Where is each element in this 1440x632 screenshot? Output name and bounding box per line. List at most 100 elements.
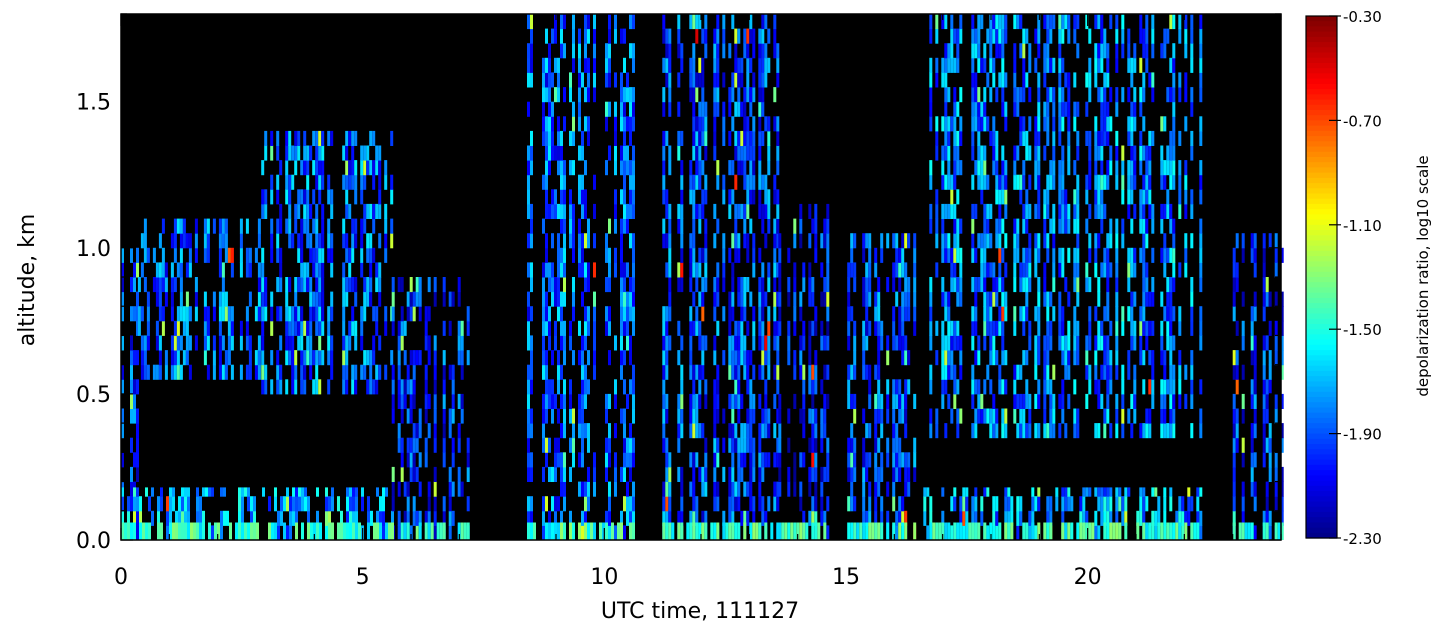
heatmap-cell <box>257 306 261 322</box>
colorbar-segment <box>1306 240 1337 247</box>
heatmap-cell <box>776 130 780 146</box>
heatmap-cell <box>1052 364 1056 380</box>
heatmap-cell <box>1139 247 1143 263</box>
heatmap-cell <box>680 43 684 59</box>
heatmap-cell <box>312 160 316 176</box>
heatmap-cell <box>971 116 975 132</box>
heatmap-cell <box>853 233 857 249</box>
heatmap-cell <box>1163 306 1167 322</box>
heatmap-cell <box>1001 14 1005 30</box>
colorbar-segment <box>1306 376 1337 382</box>
heatmap-cell <box>740 203 744 219</box>
heatmap-cell <box>752 262 756 278</box>
heatmap-cell <box>874 320 878 336</box>
heatmap-cell <box>460 364 464 380</box>
heatmap-cell <box>160 496 163 512</box>
heatmap-cell <box>959 87 963 103</box>
heatmap-cell <box>221 218 225 234</box>
heatmap-cell <box>1199 247 1203 263</box>
heatmap-cell <box>761 57 765 73</box>
heatmap-cell <box>261 335 265 351</box>
heatmap-cell <box>895 335 899 351</box>
heatmap-cell <box>1172 423 1176 439</box>
colorbar-segment <box>1306 266 1337 273</box>
colorbar-segment <box>1306 303 1337 309</box>
heatmap-cell <box>632 160 635 176</box>
heatmap-cell <box>227 350 231 366</box>
heatmap-cell <box>1004 203 1008 219</box>
heatmap-cell <box>680 510 684 526</box>
heatmap-cell <box>241 496 244 512</box>
heatmap-cell <box>202 522 205 540</box>
heatmap-cell <box>1010 510 1014 526</box>
heatmap-cell <box>620 466 623 482</box>
colorbar-segment <box>1306 219 1337 226</box>
heatmap-cell <box>403 320 407 336</box>
heatmap-cell <box>1160 116 1164 132</box>
heatmap-cell <box>194 335 198 351</box>
heatmap-cell <box>366 247 370 263</box>
heatmap-cell <box>731 466 735 482</box>
heatmap-cell <box>1013 277 1017 293</box>
heatmap-cell <box>826 525 830 541</box>
heatmap-cell <box>1043 291 1047 307</box>
heatmap-cell <box>176 262 180 278</box>
heatmap-cell <box>270 218 274 234</box>
heatmap-cell <box>992 393 996 409</box>
heatmap-cell <box>737 72 741 88</box>
heatmap-cell <box>130 522 133 540</box>
heatmap-cell <box>904 466 908 482</box>
heatmap-cell <box>1037 306 1041 322</box>
heatmap-cell <box>346 522 349 540</box>
heatmap-cell <box>1049 423 1053 439</box>
heatmap-cell <box>366 379 370 395</box>
colorbar-segment <box>1306 99 1337 106</box>
heatmap-cell <box>1028 233 1032 249</box>
heatmap-cell <box>199 496 202 512</box>
heatmap-cell <box>1058 130 1062 146</box>
heatmap-cell <box>1127 43 1131 59</box>
heatmap-cell <box>731 423 735 439</box>
heatmap-cell <box>1163 174 1167 190</box>
heatmap-cell <box>224 306 228 322</box>
heatmap-cell <box>1043 233 1047 249</box>
heatmap-cell <box>944 43 948 59</box>
heatmap-cell <box>941 277 945 293</box>
heatmap-cell <box>1190 145 1194 161</box>
heatmap-cell <box>1190 233 1194 249</box>
heatmap-cell <box>551 350 554 366</box>
heatmap-cell <box>212 350 216 366</box>
heatmap-cell <box>1268 291 1272 307</box>
heatmap-cell <box>1121 423 1125 439</box>
heatmap-cell <box>1037 487 1041 497</box>
heatmap-cell <box>662 364 666 380</box>
heatmap-cell <box>342 262 346 278</box>
heatmap-cell <box>327 306 331 322</box>
heatmap-cell <box>563 218 566 234</box>
heatmap-cell <box>983 203 987 219</box>
heatmap-cell <box>623 496 626 512</box>
heatmap-cell <box>373 522 376 540</box>
heatmap-cell <box>1142 43 1146 59</box>
heatmap-cell <box>354 160 358 176</box>
heatmap-cell <box>179 247 183 263</box>
heatmap-cell <box>662 87 666 103</box>
heatmap-cell <box>947 145 951 161</box>
heatmap-cell <box>1037 14 1041 30</box>
heatmap-cell <box>241 487 244 497</box>
heatmap-cell <box>758 101 762 117</box>
heatmap-cell <box>1022 247 1026 263</box>
heatmap-cell <box>713 116 717 132</box>
heatmap-cell <box>306 233 310 249</box>
heatmap-cell <box>737 160 741 176</box>
heatmap-cell <box>746 28 750 44</box>
heatmap-cell <box>713 379 717 395</box>
heatmap-cell <box>787 277 791 293</box>
heatmap-cell <box>886 350 890 366</box>
heatmap-cell <box>270 350 274 366</box>
heatmap-cell <box>217 522 220 540</box>
heatmap-cell <box>345 379 349 395</box>
heatmap-cell <box>665 335 669 351</box>
heatmap-cell <box>1280 423 1284 439</box>
heatmap-cell <box>1199 423 1203 439</box>
